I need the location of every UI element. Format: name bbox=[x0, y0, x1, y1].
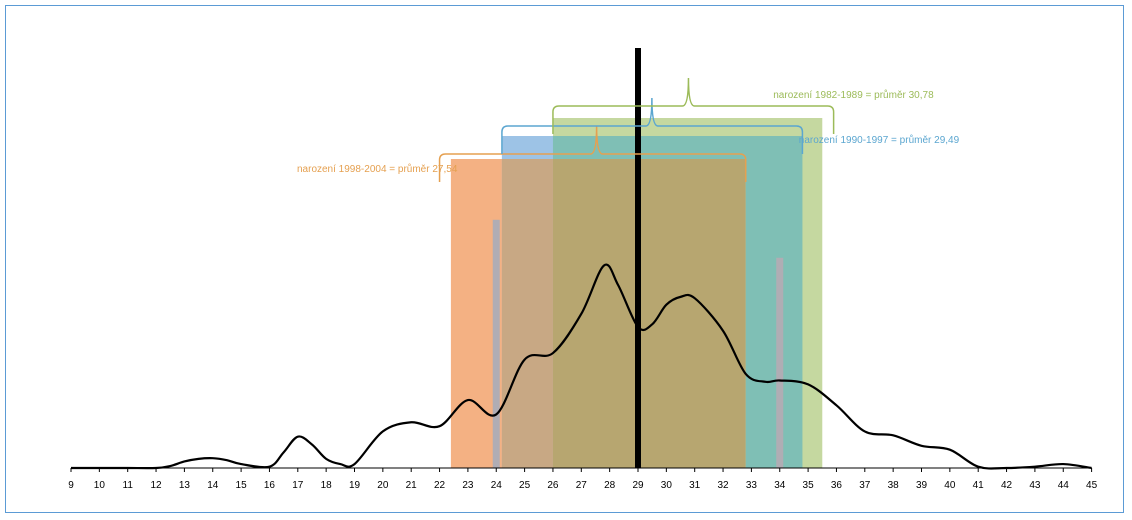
brace-1 bbox=[501, 97, 804, 154]
x-tick-label-38: 38 bbox=[888, 480, 900, 491]
mean-line-group bbox=[635, 48, 641, 468]
overlap-brown bbox=[501, 159, 553, 468]
x-tick-label-21: 21 bbox=[406, 480, 418, 491]
x-tick-label-31: 31 bbox=[689, 480, 701, 491]
mean-markers bbox=[492, 219, 784, 468]
overlap-olive bbox=[552, 159, 746, 468]
x-tick-label-23: 23 bbox=[462, 480, 474, 491]
range-label-2: narození 1982-1989 = průměr 30,78 bbox=[773, 89, 934, 101]
x-tick-label-19: 19 bbox=[349, 480, 361, 491]
x-tick-label-16: 16 bbox=[264, 480, 276, 491]
range-label-0: narození 1998-2004 = průměr 27,54 bbox=[297, 163, 458, 175]
brace-group bbox=[438, 77, 835, 182]
density-curve-group bbox=[71, 263, 1092, 470]
x-tick-label-28: 28 bbox=[604, 480, 616, 491]
x-tick-label-24: 24 bbox=[491, 480, 503, 491]
annotation-labels: narození 1998-2004 = průměr 27,54 narozen… bbox=[297, 89, 960, 175]
x-tick-label-34: 34 bbox=[774, 480, 786, 491]
overlap-teal-top bbox=[552, 136, 803, 159]
x-tick-label-41: 41 bbox=[973, 480, 985, 491]
x-tick-label-20: 20 bbox=[377, 480, 389, 491]
x-tick-label-12: 12 bbox=[150, 480, 162, 491]
range-fills bbox=[450, 118, 823, 468]
x-tick-label-27: 27 bbox=[576, 480, 588, 491]
brace-2 bbox=[552, 77, 835, 134]
mean-marker-0 bbox=[492, 219, 500, 468]
x-tick-label-44: 44 bbox=[1058, 480, 1070, 491]
x-tick-label-37: 37 bbox=[859, 480, 871, 491]
x-axis: 9 10 11 12 13 14 15 16 17 18 19 20 21 22 23 24 25 26 27 28 2… bbox=[68, 467, 1098, 491]
x-tick-label-32: 32 bbox=[717, 480, 729, 491]
x-tick-label-9: 9 bbox=[68, 480, 74, 491]
x-tick-label-42: 42 bbox=[1001, 480, 1013, 491]
x-tick-label-45: 45 bbox=[1086, 480, 1098, 491]
overlap-teal bbox=[745, 159, 803, 468]
x-tick-label-17: 17 bbox=[292, 480, 304, 491]
range-label-1: narození 1990-1997 = průměr 29,49 bbox=[799, 134, 960, 146]
x-tick-label-11: 11 bbox=[123, 480, 134, 491]
overall-mean-line bbox=[635, 48, 641, 468]
x-tick-label-30: 30 bbox=[661, 480, 673, 491]
x-tick-label-26: 26 bbox=[547, 480, 559, 491]
x-tick-label-25: 25 bbox=[519, 480, 531, 491]
x-tick-label-40: 40 bbox=[944, 480, 956, 491]
x-tick-label-35: 35 bbox=[803, 480, 815, 491]
x-tick-label-43: 43 bbox=[1029, 480, 1041, 491]
x-tick-label-13: 13 bbox=[179, 480, 191, 491]
mean-marker-1 bbox=[776, 257, 784, 468]
overlap-blue-top bbox=[501, 136, 553, 159]
x-tick-label-18: 18 bbox=[321, 480, 333, 491]
x-tick-label-14: 14 bbox=[207, 480, 219, 491]
chart-svg: 9 10 11 12 13 14 15 16 17 18 19 20 21 22 23 24 25 26 27 28 2… bbox=[68, 48, 1098, 491]
chart-frame: 9 10 11 12 13 14 15 16 17 18 19 20 21 22 23 24 25 26 27 28 2… bbox=[5, 5, 1124, 513]
x-tick-label-22: 22 bbox=[434, 480, 446, 491]
x-tick-label-29: 29 bbox=[632, 480, 644, 491]
x-tick-label-39: 39 bbox=[916, 480, 928, 491]
x-tick-label-36: 36 bbox=[831, 480, 843, 491]
x-tick-label-33: 33 bbox=[746, 480, 758, 491]
density-curve bbox=[71, 263, 1092, 470]
x-tick-label-10: 10 bbox=[94, 480, 106, 491]
x-tick-label-15: 15 bbox=[236, 480, 248, 491]
